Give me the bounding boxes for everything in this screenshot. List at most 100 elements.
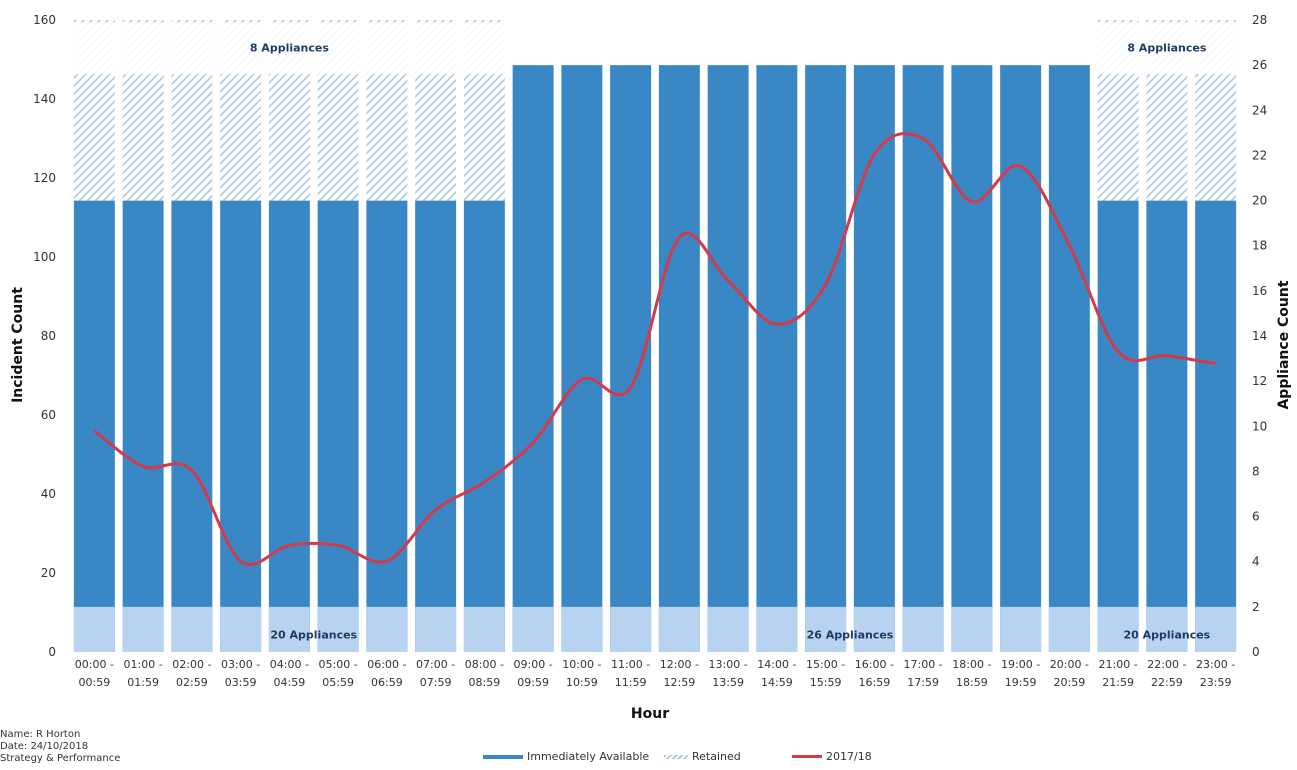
y-tick-label: 160: [33, 13, 56, 27]
bar-base-strip: [512, 606, 554, 652]
bar-immediately-available: [463, 200, 505, 653]
legend-label: 2017/18: [826, 750, 872, 763]
footer-author: Name: R Horton: [0, 729, 81, 740]
y-tick-label: 60: [41, 408, 56, 422]
bar-immediately-available: [610, 65, 652, 652]
y2-tick-label: 6: [1252, 510, 1260, 524]
bar-immediately-available: [171, 200, 213, 653]
y2-tick-label: 8: [1252, 464, 1260, 478]
x-tick-label: 04:00 -04:59: [270, 658, 309, 689]
x-tick-label: 10:00 -10:59: [562, 658, 601, 689]
y2-tick-label: 14: [1252, 329, 1267, 343]
band-label-bg: [1095, 22, 1238, 75]
legend: Immediately Available Retained 2017/18: [0, 750, 1297, 768]
legend-item-immediately-available: Immediately Available: [483, 750, 649, 763]
footer-department: Strategy & Performance: [0, 753, 121, 764]
y2-axis-title: Appliance Count: [1276, 280, 1292, 409]
x-tick-label: 17:00 -17:59: [904, 658, 943, 689]
bar-immediately-available: [853, 65, 895, 652]
bar-base-strip: [707, 606, 749, 652]
line-layer: [93, 132, 1216, 566]
bar-base-strip: [317, 606, 359, 652]
bar-base-strip: [658, 606, 700, 652]
x-tick-label: 22:00 -22:59: [1147, 658, 1186, 689]
legend-swatch-immediately-available: [483, 754, 523, 759]
y-axis-title: Incident Count: [10, 287, 26, 403]
bar-base-strip: [171, 606, 213, 652]
bar-base-strip: [73, 606, 115, 652]
footer-date: Date: 24/10/2018: [0, 741, 89, 752]
bar-immediately-available: [220, 200, 262, 653]
band-label-bg: [72, 22, 507, 75]
bar-base-strip: [1048, 606, 1090, 652]
x-axis: 00:00 -00:59 01:00 -01:59 02:00 -02:59 03:0…: [75, 658, 1235, 689]
x-tick-label: 07:00 -07:59: [416, 658, 455, 689]
x-tick-label: 20:00 -20:59: [1050, 658, 1089, 689]
bar-base-strip: [951, 606, 993, 652]
band-label: 26 Appliances: [807, 628, 894, 641]
x-tick-label: 09:00 -09:59: [514, 658, 553, 689]
y2-tick-label: 26: [1252, 58, 1267, 72]
bar-immediately-available: [1097, 200, 1139, 653]
bar-immediately-available: [317, 200, 359, 653]
band-label: 20 Appliances: [270, 628, 357, 641]
legend-swatch-retained: [664, 754, 688, 759]
bar-immediately-available: [415, 200, 457, 653]
bar-immediately-available: [561, 65, 603, 652]
bar-immediately-available: [366, 200, 408, 653]
x-axis-title: Hour: [631, 706, 669, 722]
bar-base-strip: [366, 606, 408, 652]
x-tick-label: 18:00 -18:59: [952, 658, 991, 689]
x-tick-label: 08:00 -08:59: [465, 658, 504, 689]
y2-tick-label: 24: [1252, 103, 1267, 117]
y2-tick-label: 16: [1252, 284, 1267, 298]
bar-immediately-available: [1048, 65, 1090, 652]
legend-item-retained: Retained: [664, 750, 741, 763]
bars-layer: [73, 20, 1237, 653]
y-axis-left: 0 20 40 60 80 100 120 140 160: [33, 13, 56, 659]
bar-base-strip: [610, 606, 652, 652]
bar-base-strip: [122, 606, 164, 652]
y2-tick-label: 10: [1252, 419, 1267, 433]
x-tick-label: 14:00 -14:59: [757, 658, 796, 689]
y2-tick-label: 18: [1252, 239, 1267, 253]
y-tick-label: 20: [41, 566, 56, 580]
x-tick-label: 21:00 -21:59: [1099, 658, 1138, 689]
legend-label: Retained: [692, 750, 741, 763]
line-2017-18: [93, 132, 1216, 566]
y-tick-label: 100: [33, 250, 56, 264]
bar-immediately-available: [951, 65, 993, 652]
x-tick-label: 05:00 -05:59: [319, 658, 358, 689]
bar-immediately-available: [1000, 65, 1042, 652]
x-tick-label: 06:00 -06:59: [367, 658, 406, 689]
y-tick-label: 40: [41, 487, 56, 501]
bar-base-strip: [756, 606, 798, 652]
legend-swatch-2017-18: [792, 755, 822, 758]
x-tick-label: 12:00 -12:59: [660, 658, 699, 689]
y-tick-label: 80: [41, 329, 56, 343]
bar-base-strip: [268, 606, 310, 652]
bar-base-strip: [1146, 606, 1188, 652]
bar-immediately-available: [122, 200, 164, 653]
bar-immediately-available: [902, 65, 944, 652]
y2-tick-label: 22: [1252, 148, 1267, 162]
band-label: 20 Appliances: [1124, 628, 1211, 641]
x-tick-label: 23:00 -23:59: [1196, 658, 1235, 689]
bar-base-strip: [1097, 606, 1139, 652]
band-label: 8 Appliances: [1127, 42, 1207, 55]
bar-base-strip: [220, 606, 262, 652]
bar-base-strip: [853, 606, 895, 652]
bar-base-strip: [805, 606, 847, 652]
x-tick-label: 13:00 -13:59: [709, 658, 748, 689]
x-tick-label: 03:00 -03:59: [221, 658, 260, 689]
bar-immediately-available: [1146, 200, 1188, 653]
y2-tick-label: 2: [1252, 600, 1260, 614]
x-tick-label: 16:00 -16:59: [855, 658, 894, 689]
y2-tick-label: 4: [1252, 555, 1260, 569]
x-tick-label: 00:00 -00:59: [75, 658, 114, 689]
y2-tick-label: 0: [1252, 645, 1260, 659]
y2-tick-label: 12: [1252, 374, 1267, 388]
band-labels-layer: 8 Appliances 8 Appliances 20 Appliances 26 …: [72, 22, 1238, 641]
bar-base-strip: [463, 606, 505, 652]
